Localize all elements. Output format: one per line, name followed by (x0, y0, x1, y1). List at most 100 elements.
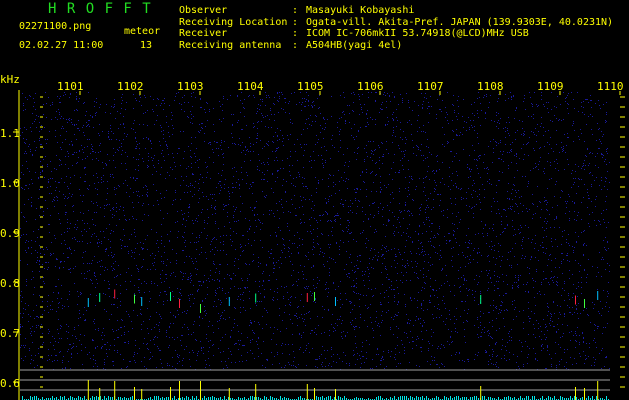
histogram-bar (48, 398, 49, 400)
histogram-bar (504, 397, 505, 400)
meteor-echo (87, 298, 89, 307)
histogram-bar (464, 397, 465, 400)
histogram-bar (394, 396, 395, 400)
peak-bar (228, 388, 230, 400)
histogram-bar (220, 397, 221, 400)
x-tick-label: 1105 (297, 80, 324, 93)
info-value: A504HB(yagi 4el) (306, 39, 403, 51)
histogram-bar (446, 397, 447, 400)
histogram-bar (474, 396, 475, 400)
histogram-bar (242, 398, 243, 400)
histogram-bar (54, 398, 55, 400)
histogram-bar (450, 396, 451, 400)
histogram-bar (548, 396, 549, 400)
histogram-bar (510, 397, 511, 400)
histogram-bar (244, 397, 245, 400)
histogram-bar (582, 397, 583, 400)
histogram-bar (342, 398, 343, 400)
histogram-bar (22, 396, 23, 400)
histogram-bar (288, 398, 289, 400)
histogram-bar (284, 397, 285, 400)
histogram-bar (60, 396, 61, 400)
histogram-bar (568, 398, 569, 400)
histogram-bar (180, 398, 181, 400)
histogram-bar (216, 398, 217, 400)
peak-bar (575, 387, 576, 400)
y-tick-label: 0.6 (0, 377, 20, 390)
histogram-bar (408, 398, 409, 400)
histogram-bar (272, 397, 273, 400)
histogram-bar (330, 396, 331, 400)
x-tick-label: 1104 (237, 80, 264, 93)
meteor-echo (114, 289, 116, 299)
histogram-bar (398, 397, 399, 400)
histogram-bar (158, 396, 159, 400)
histogram-bar (588, 396, 589, 400)
histogram-bar (410, 396, 411, 400)
histogram-bar (210, 397, 211, 400)
histogram-bar (208, 397, 209, 400)
histogram-bar (566, 398, 567, 400)
histogram-bar (482, 396, 483, 400)
histogram-bar (492, 398, 493, 400)
histogram-bar (540, 398, 541, 400)
histogram-bar (432, 398, 433, 400)
histogram-bar (104, 396, 105, 400)
histogram-bar (514, 397, 515, 400)
histogram-bar (580, 398, 581, 400)
histogram-bar (30, 396, 31, 400)
info-colon: : (292, 28, 299, 39)
histogram-bar (264, 396, 265, 400)
info-label: Receiving antenna (179, 39, 282, 51)
histogram-bar (368, 398, 369, 400)
peak-bar (306, 384, 308, 400)
histogram-bar (462, 397, 463, 400)
histogram-bar (444, 396, 445, 400)
histogram-bar (406, 396, 407, 400)
info-value: ICOM IC-706mkII 53.74918(@LCD)MHz USB (306, 28, 529, 39)
meteor-echo (335, 297, 336, 306)
histogram-bar (426, 396, 427, 400)
histogram-bar (230, 398, 231, 400)
histogram-bar (572, 398, 573, 400)
histogram-bar (110, 397, 111, 400)
histogram-bar (338, 396, 339, 400)
histogram-bar (472, 397, 473, 400)
y-tick-label: 0.8 (0, 277, 20, 290)
histogram-bar (98, 397, 99, 400)
histogram-bar (380, 396, 381, 400)
x-tick-label: 1109 (537, 80, 564, 93)
meteor-echo (170, 292, 171, 301)
histogram-bar (168, 397, 169, 400)
histogram-bar (270, 396, 271, 400)
meteor-echo (200, 304, 201, 313)
peak-bar (179, 381, 180, 400)
histogram-bar (420, 397, 421, 400)
meteor-echo (255, 293, 257, 303)
histogram-bar (520, 396, 521, 400)
histogram-bar (64, 396, 65, 400)
histogram-bar (570, 396, 571, 400)
histogram-bar (212, 396, 213, 400)
histogram-bar (546, 398, 547, 400)
meteor-echo (306, 293, 308, 302)
histogram-bar (68, 398, 69, 400)
histogram-bar (328, 396, 329, 400)
peak-bar (597, 381, 599, 400)
y-axis-label: kHz (0, 73, 20, 86)
histogram-bar (590, 398, 591, 400)
meteor-echo (575, 295, 576, 305)
histogram-bar (326, 397, 327, 400)
meteor-echo (134, 294, 135, 304)
histogram-bar (238, 397, 239, 400)
histogram-bar (454, 397, 455, 400)
histogram-bar (358, 398, 359, 400)
histogram-bar (412, 397, 413, 400)
histogram-bar (320, 397, 321, 400)
histogram-bar (248, 398, 249, 400)
histogram-bar (478, 398, 479, 400)
histogram-bar (344, 396, 345, 400)
peak-bar (200, 381, 201, 400)
histogram-bar (422, 396, 423, 400)
